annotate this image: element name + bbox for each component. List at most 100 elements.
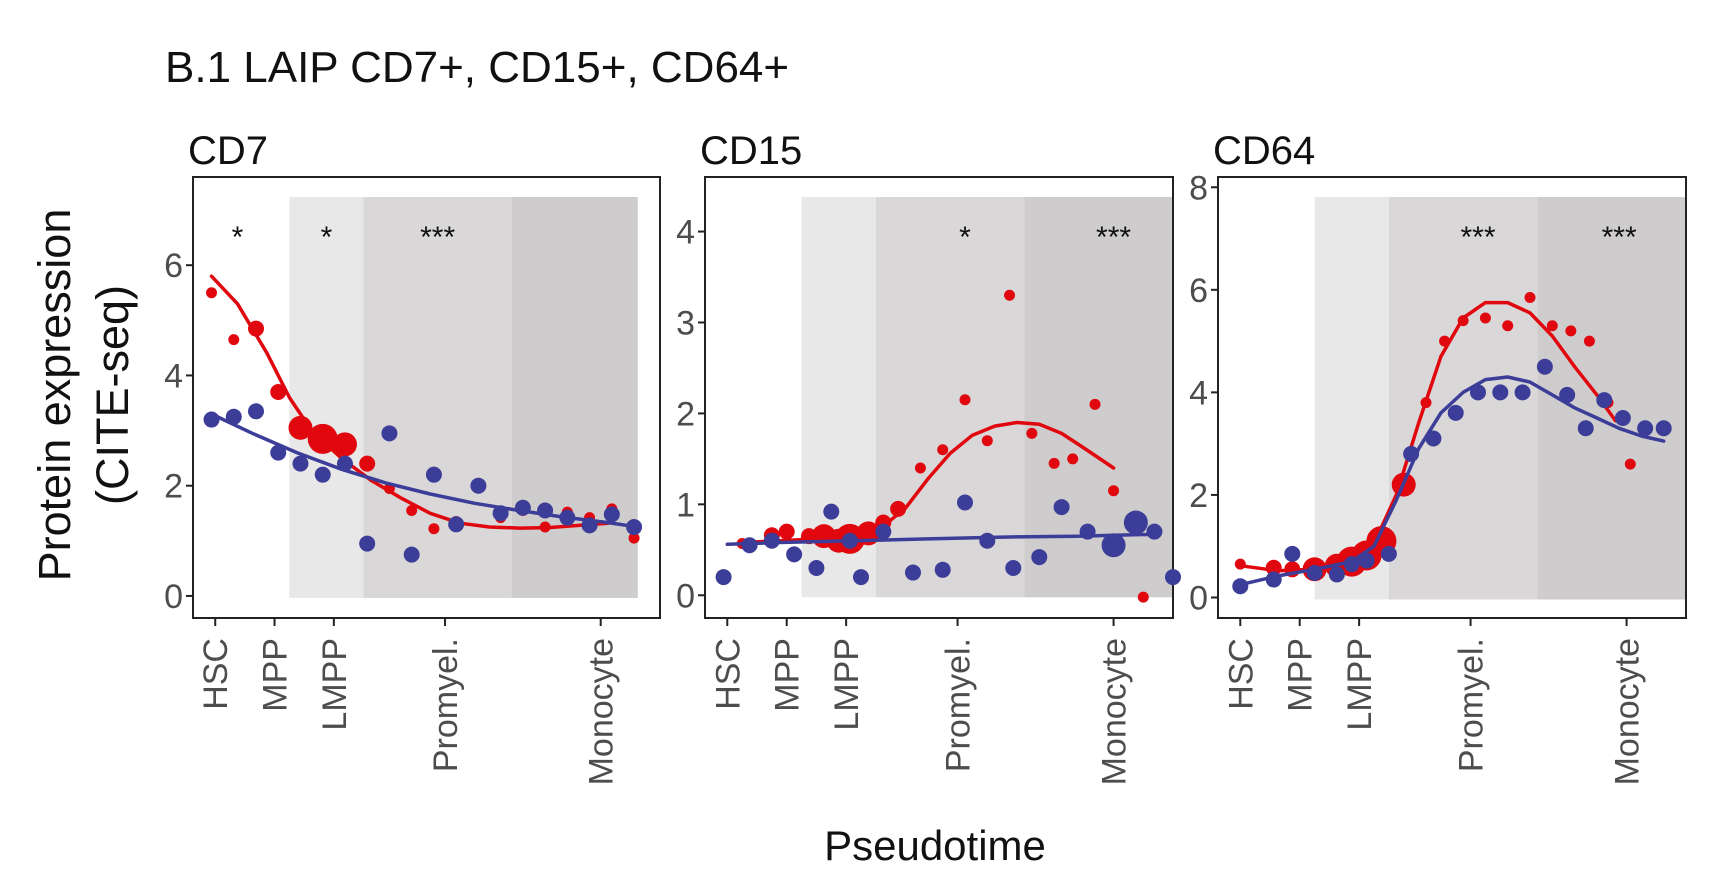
data-point-blue <box>1614 410 1631 427</box>
data-point-red <box>959 394 971 406</box>
data-point-blue <box>1470 384 1486 401</box>
data-point-red <box>981 435 993 447</box>
stage-band-2 <box>511 197 638 598</box>
y-axis-label-line1: Protein expression <box>29 209 80 582</box>
x-tick-label: LMPP <box>828 638 866 731</box>
data-point-red <box>406 505 418 517</box>
data-point-blue <box>1447 404 1464 421</box>
data-point-red <box>1479 312 1491 324</box>
y-tick-label: 3 <box>676 304 695 342</box>
data-point-blue <box>853 569 869 586</box>
x-tick-label: HSC <box>197 638 235 710</box>
significance-label: * <box>959 221 971 254</box>
x-tick-label: HSC <box>709 638 747 710</box>
data-point-blue <box>381 425 398 442</box>
x-tick-label: Monocyte <box>1096 638 1134 785</box>
data-point-red <box>228 334 240 346</box>
y-tick-label: 4 <box>164 357 183 395</box>
stage-band-1 <box>363 197 512 598</box>
y-tick-label: 2 <box>1189 477 1208 515</box>
data-point-red <box>248 320 265 337</box>
data-point-red <box>1502 320 1514 332</box>
data-point-red <box>937 444 949 456</box>
data-point-red <box>1048 457 1060 469</box>
data-point-red <box>1565 325 1577 337</box>
data-point-blue <box>314 466 331 483</box>
data-point-blue <box>1031 549 1048 566</box>
figure-title: B.1 LAIP CD7+, CD15+, CD64+ <box>165 43 789 92</box>
stage-band-0 <box>289 197 364 598</box>
data-point-blue <box>1005 559 1022 576</box>
smooth-curve-blue <box>1238 375 1666 587</box>
data-point-blue <box>448 516 465 533</box>
y-tick-label: 0 <box>1189 579 1208 617</box>
x-tick-label: MPP <box>769 638 807 712</box>
data-point-blue <box>1101 533 1126 558</box>
data-point-blue <box>1123 510 1148 535</box>
data-point-red <box>1137 591 1149 603</box>
data-point-red <box>1546 320 1558 332</box>
x-axis-label: Pseudotime <box>824 822 1046 869</box>
data-point-red <box>1583 335 1595 347</box>
data-point-blue <box>1380 545 1397 562</box>
data-point-blue <box>1655 420 1672 437</box>
data-point-blue <box>979 532 996 549</box>
significance-label: * <box>232 221 244 254</box>
data-point-blue <box>1146 523 1163 540</box>
x-tick-label: Monocyte <box>583 638 621 785</box>
data-point-red <box>332 432 357 457</box>
significance-label: *** <box>1096 221 1131 254</box>
data-point-blue <box>808 559 825 576</box>
x-tick-label: LMPP <box>316 638 354 731</box>
data-point-blue <box>823 503 840 520</box>
data-point-red <box>914 462 926 474</box>
panel-border <box>704 176 1174 619</box>
significance-label: *** <box>420 221 455 254</box>
data-point-red <box>1089 398 1101 410</box>
y-tick-label: 6 <box>164 247 183 285</box>
data-point-blue <box>905 564 921 581</box>
data-point-blue <box>1559 386 1576 403</box>
x-tick-label: HSC <box>1222 638 1260 710</box>
significance-label: *** <box>1460 221 1495 254</box>
data-point-blue <box>786 546 803 563</box>
y-tick-label: 1 <box>676 486 695 524</box>
y-tick-label: 4 <box>1189 374 1208 412</box>
data-point-blue <box>270 444 287 461</box>
data-point-red <box>1026 427 1038 439</box>
data-point-blue <box>470 477 487 494</box>
y-tick-label: 2 <box>164 468 183 506</box>
panel-title: CD15 <box>700 129 802 173</box>
y-tick-label: 8 <box>1189 169 1208 207</box>
y-tick-label: 6 <box>1189 272 1208 310</box>
x-tick-label: MPP <box>1282 638 1320 712</box>
data-point-red <box>428 523 440 535</box>
stage-band-1 <box>1388 197 1538 600</box>
data-point-blue <box>248 403 265 420</box>
data-point-red <box>1624 458 1636 470</box>
data-point-blue <box>1328 566 1345 583</box>
y-tick-label: 0 <box>676 577 695 615</box>
data-point-blue <box>875 523 892 540</box>
data-point-red <box>1067 453 1079 465</box>
significance-label: * <box>321 221 333 254</box>
x-tick-label: MPP <box>257 638 295 712</box>
data-point-blue <box>1053 499 1070 516</box>
panel-border <box>1217 176 1687 619</box>
x-tick-label: Monocyte <box>1609 638 1647 785</box>
data-point-blue <box>1577 420 1594 437</box>
panel-title: CD64 <box>1213 129 1315 173</box>
smooth-curve-red <box>209 274 610 530</box>
x-tick-label: LMPP <box>1341 638 1379 731</box>
stage-band-1 <box>875 197 1025 598</box>
data-point-blue <box>957 494 973 511</box>
x-tick-label: Promyel. <box>940 638 978 772</box>
data-point-blue <box>403 546 420 563</box>
data-point-blue <box>1637 420 1654 437</box>
data-point-blue <box>1492 384 1509 401</box>
data-point-blue <box>1358 552 1375 569</box>
y-axis-label-line2: (CITE-seq) <box>87 285 138 505</box>
